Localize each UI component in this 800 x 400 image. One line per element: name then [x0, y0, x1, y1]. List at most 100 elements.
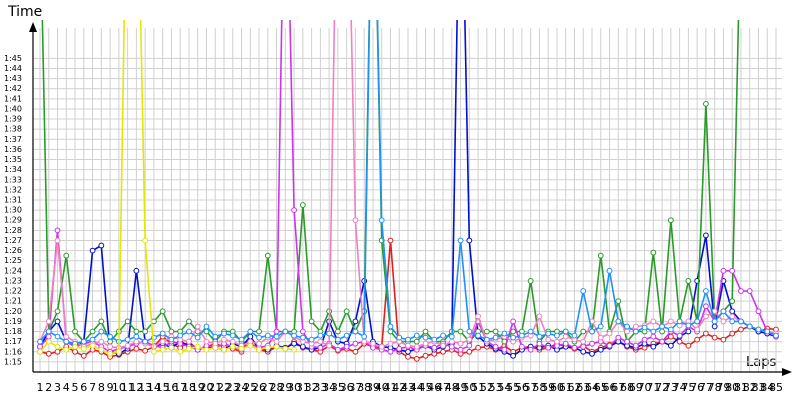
data-point	[142, 237, 149, 244]
data-point	[501, 346, 508, 353]
data-point	[352, 318, 359, 325]
data-point	[159, 330, 166, 337]
x-tick-label: 79	[716, 381, 730, 394]
y-tick-label: 1:27	[4, 236, 22, 245]
y-tick-label: 1:44	[4, 64, 22, 73]
data-point	[159, 338, 166, 345]
data-point	[475, 344, 481, 351]
data-point	[168, 336, 175, 343]
x-tick-label: 20	[199, 381, 213, 394]
data-point	[597, 323, 604, 330]
data-point	[159, 308, 166, 315]
data-point	[562, 333, 569, 340]
x-tick-label: 13	[138, 381, 152, 394]
data-point	[168, 344, 175, 351]
data-point	[483, 336, 490, 343]
data-point	[291, 346, 297, 353]
y-tick-label: 1:42	[4, 84, 22, 93]
y-tick-label: 1:40	[4, 104, 22, 113]
data-point	[667, 326, 674, 333]
y-tick-label: 1:16	[4, 347, 22, 356]
data-point	[107, 338, 113, 345]
x-tick-label: 64	[585, 381, 599, 394]
data-point	[89, 342, 96, 349]
data-point	[466, 342, 473, 349]
data-point	[405, 342, 411, 349]
data-point	[606, 267, 613, 274]
x-tick-label: 12	[129, 381, 143, 394]
data-point	[142, 328, 149, 335]
y-tick-label: 1:31	[4, 196, 22, 205]
data-point	[729, 267, 736, 274]
data-point	[545, 330, 552, 337]
x-tick-label: 80	[725, 381, 739, 394]
x-tick-label: 29	[278, 381, 292, 394]
x-tick-label: 47	[436, 381, 450, 394]
data-point	[580, 348, 587, 355]
data-point	[203, 346, 210, 353]
data-point	[685, 342, 692, 349]
data-point	[98, 242, 105, 249]
data-point	[545, 344, 552, 351]
data-point	[606, 342, 613, 349]
x-tick-label: 18	[182, 381, 196, 394]
x-tick-label: 31	[296, 381, 310, 394]
data-point	[711, 323, 718, 330]
data-point	[387, 237, 394, 244]
x-tick-label: 36	[340, 381, 354, 394]
x-tick-label: 15	[156, 381, 170, 394]
x-tick-label: 23	[226, 381, 240, 394]
y-tick-label: 1:23	[4, 276, 22, 285]
data-point	[589, 328, 595, 335]
data-point	[256, 340, 262, 347]
data-point	[370, 340, 376, 347]
x-tick-label: 74	[673, 381, 687, 394]
data-point	[457, 328, 464, 335]
data-point	[299, 334, 306, 341]
data-point	[273, 338, 280, 345]
x-tick-label: 57	[524, 381, 538, 394]
data-point	[667, 217, 674, 224]
data-point	[510, 328, 517, 335]
x-tick-label: 11	[121, 381, 135, 394]
data-point	[343, 343, 350, 350]
data-point	[580, 343, 587, 350]
data-point	[606, 330, 613, 337]
x-tick-label: 60	[550, 381, 564, 394]
data-point	[475, 332, 481, 339]
data-point	[685, 328, 692, 335]
data-point	[352, 328, 359, 335]
data-point	[221, 330, 227, 337]
x-tick-label: 34	[322, 381, 336, 394]
data-point	[168, 328, 175, 335]
y-tick-label: 1:30	[4, 206, 22, 215]
x-axis-arrow	[782, 368, 792, 376]
data-point	[510, 352, 517, 359]
data-point	[159, 346, 166, 353]
data-point	[720, 308, 727, 315]
data-point	[659, 323, 665, 330]
data-point	[746, 288, 753, 294]
data-point	[711, 318, 718, 325]
data-point	[413, 343, 420, 350]
data-point	[422, 328, 429, 335]
x-tick-label: 46	[427, 381, 441, 394]
data-point	[650, 328, 657, 335]
data-point	[37, 338, 43, 345]
data-point	[448, 343, 455, 350]
data-point	[247, 333, 254, 340]
data-point	[238, 345, 245, 352]
data-point	[54, 348, 61, 355]
data-point	[711, 334, 718, 341]
data-point	[519, 332, 525, 339]
x-tick-label: 33	[313, 381, 327, 394]
data-point	[466, 348, 473, 355]
x-tick-label: 70	[638, 381, 652, 394]
y-tick-label: 1:21	[4, 297, 22, 306]
data-point	[405, 348, 411, 355]
data-point	[326, 330, 333, 337]
x-tick-label: 28	[270, 381, 284, 394]
data-point	[755, 308, 762, 315]
data-point	[194, 343, 201, 350]
